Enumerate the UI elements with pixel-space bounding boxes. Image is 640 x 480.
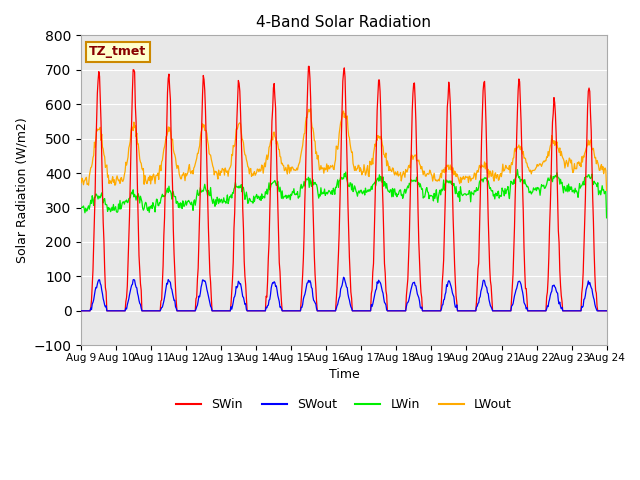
X-axis label: Time: Time <box>328 369 359 382</box>
Text: TZ_tmet: TZ_tmet <box>89 46 147 59</box>
Title: 4-Band Solar Radiation: 4-Band Solar Radiation <box>257 15 431 30</box>
Legend: SWin, SWout, LWin, LWout: SWin, SWout, LWin, LWout <box>172 394 516 417</box>
Y-axis label: Solar Radiation (W/m2): Solar Radiation (W/m2) <box>15 118 28 263</box>
